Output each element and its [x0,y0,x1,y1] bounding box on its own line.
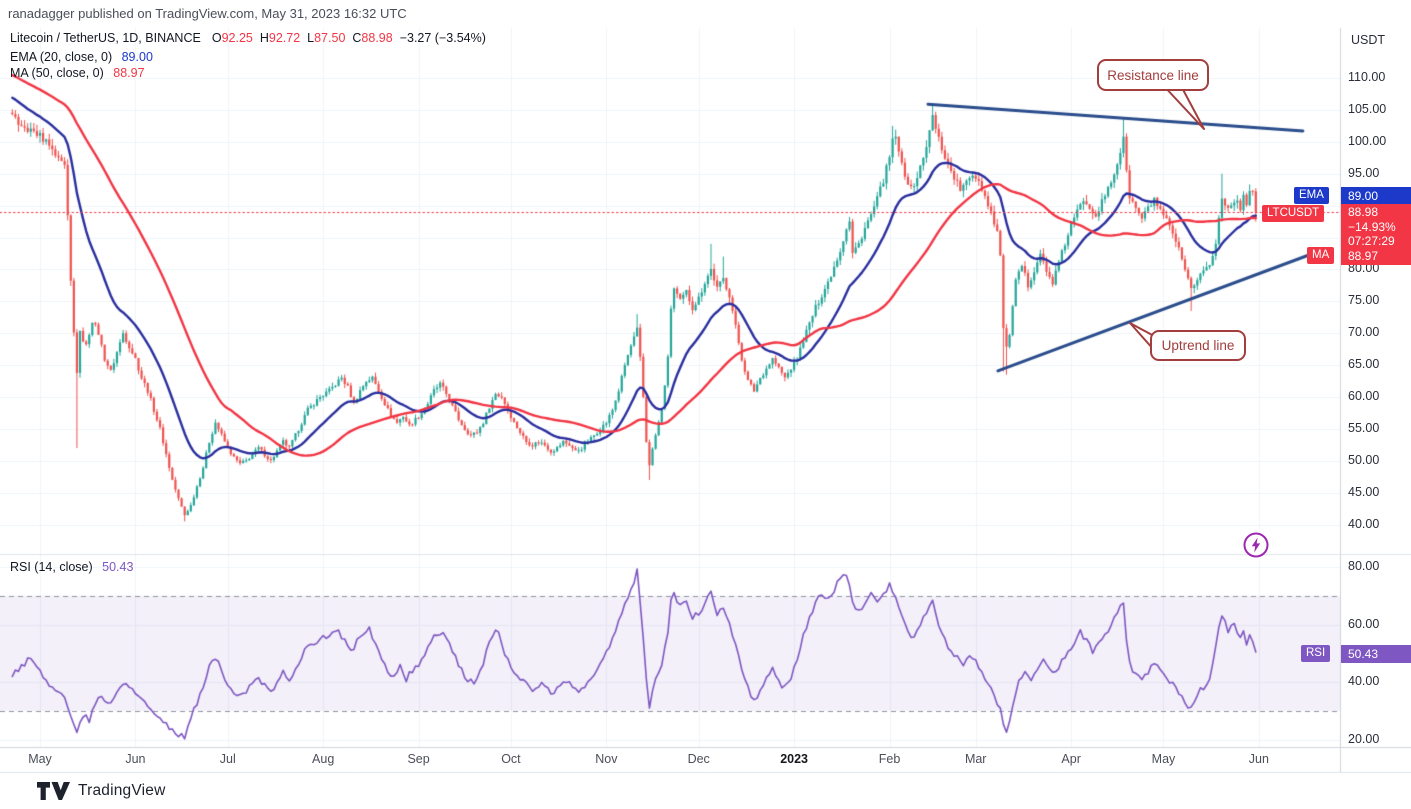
rsi-tick-label: 20.00 [1348,731,1380,746]
tradingview-logo[interactable]: TradingView [36,781,166,801]
time-tick-label: Jun [1248,752,1269,766]
resistance-line-label: Resistance line [1107,67,1199,83]
price-tick-label: 75.00 [1348,293,1380,308]
lightning-icon [1243,532,1269,558]
ohlc-value: 92.25 [221,31,253,45]
time-tick-label: Dec [687,752,710,766]
time-tick-label: Apr [1061,752,1081,766]
ohlc-value: 92.72 [268,31,301,45]
ma-legend-value: 88.97 [113,66,145,80]
change-value: −3.27 (−3.54%) [399,31,486,45]
time-tick-label: Feb [878,752,901,766]
uptrend-line-label: Uptrend line [1161,338,1235,353]
symbol-badge-change: −14.93% [1348,219,1396,234]
rsi-legend-row[interactable]: RSI (14, close) 50.43 [10,560,133,574]
ema-legend-value: 89.00 [121,50,153,64]
rsi-legend-value: 50.43 [102,560,134,574]
ohlc-values: O92.25 H92.72 L87.50 C88.98 [205,31,393,45]
price-tick-label: 105.00 [1348,101,1387,116]
time-tick-label: Sep [407,752,430,766]
tradingview-logo-text: TradingView [78,782,166,799]
tradingview-logo-icon [37,782,70,800]
ma-badge-value: 88.97 [1341,247,1411,265]
price-tick-label: 95.00 [1348,165,1380,180]
symbol-badge-countdown: 07:27:29 [1348,234,1395,248]
symbol-legend-row[interactable]: Litecoin / TetherUS, 1D, BINANCE O92.25 H9… [10,31,486,45]
ema-badge-label: EMA [1294,187,1329,204]
price-tick-label: 65.00 [1348,357,1380,372]
price-tick-label: 60.00 [1348,389,1380,403]
price-tick-label: 70.00 [1348,325,1380,340]
time-tick-label: May [28,752,52,766]
ohlc-key: O [211,31,222,45]
ma-legend-row[interactable]: MA (50, close, 0) 88.97 [10,66,145,80]
symbol-badge-price: 88.98 [1348,205,1379,219]
time-tick-label: Mar [964,752,987,766]
rsi-badge-value: 50.43 [1341,645,1411,663]
lightning-idea-button[interactable] [1242,531,1270,559]
price-tick-label: 50.00 [1348,452,1380,467]
symbol-badge-label: LTCUSDT [1262,205,1325,222]
time-tick-label: Nov [595,752,618,766]
resistance-line-callout[interactable]: Resistance line [1097,59,1209,91]
ema-legend-row[interactable]: EMA (20, close, 0) 89.00 [10,50,153,64]
time-tick-label: Aug [312,752,335,766]
ma-badge-label: MA [1307,247,1335,264]
rsi-tick-label: 40.00 [1348,674,1380,688]
ohlc-key: C [352,31,362,45]
ohlc-key: H [259,31,269,45]
ema-legend-label: EMA (20, close, 0) [10,50,113,64]
ohlc-key: L [307,31,315,45]
rsi-tick-label: 60.00 [1348,616,1380,631]
time-tick-label: Jul [219,752,236,766]
price-tick-label: 110.00 [1348,70,1386,84]
ema-badge-value: 89.00 [1341,187,1411,205]
price-tick-label: 100.00 [1348,133,1387,148]
time-tick-label: 2023 [780,752,809,766]
price-tick-label: 55.00 [1348,420,1380,435]
rsi-badge-label: RSI [1301,645,1331,662]
ohlc-value: 88.98 [361,31,393,45]
time-axis[interactable]: May Jun Jul Aug Sep Oct Nov Dec 2023 Feb Mar Apr May… [0,747,1340,772]
rsi-legend-label: RSI (14, close) [10,560,93,574]
price-tick-label: 40.00 [1348,516,1380,531]
time-tick-label: Jun [125,752,146,766]
symbol-badge-block: 88.98 −14.93% 07:27:29 [1341,204,1411,249]
published-header: ranadagger published on TradingView.com,… [8,6,407,21]
time-tick-label: May [1151,752,1176,766]
uptrend-line-callout[interactable]: Uptrend line [1150,330,1246,361]
ohlc-value: 87.50 [314,31,346,45]
ma-legend-label: MA (50, close, 0) [10,66,104,80]
price-axis-unit: USDT [1351,33,1386,47]
time-tick-label: Oct [501,752,521,766]
symbol-title: Litecoin / TetherUS, 1D, BINANCE [10,31,201,45]
price-tick-label: 45.00 [1348,484,1380,499]
rsi-tick-label: 80.00 [1348,559,1380,573]
